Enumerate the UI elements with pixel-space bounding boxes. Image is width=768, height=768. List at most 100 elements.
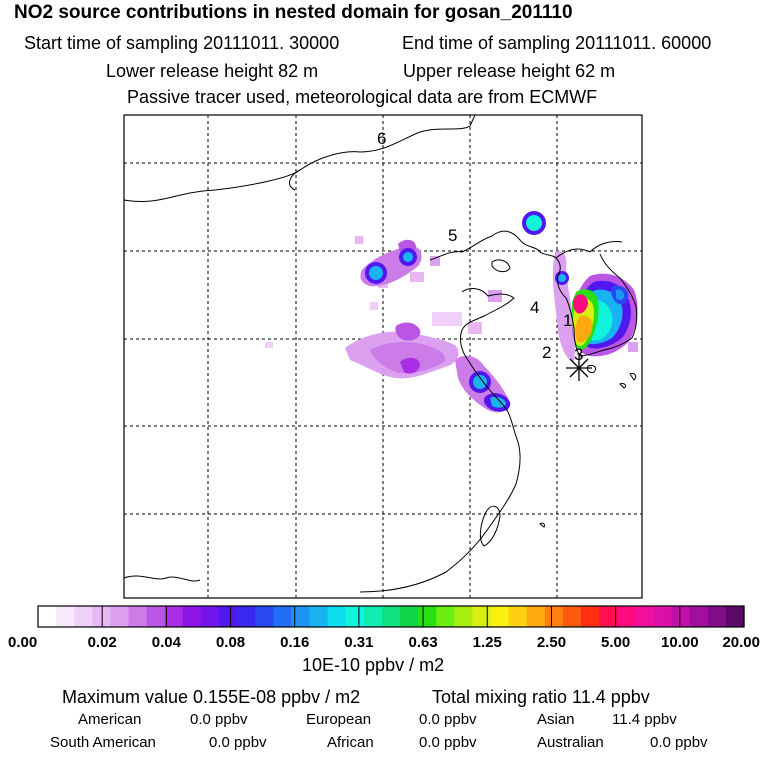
colorbar-unit: 10E-10 ppbv / m2: [302, 655, 445, 675]
colorbar-cell: [562, 606, 582, 627]
colorbar-cell: [707, 606, 727, 627]
region-labels: 6 5 4 1 2 3: [377, 129, 583, 364]
plume-spot: [488, 290, 502, 302]
colorbar-labels: 0.00 0.02 0.04 0.08 0.16 0.31 0.63 1.25 2.50 5.00…: [8, 634, 760, 651]
start-time-label: Start time of sampling 20111011. 30000: [24, 33, 340, 53]
colorbar-cell: [219, 606, 238, 627]
coast-south: [124, 575, 201, 582]
hotspot-5-core: [490, 396, 506, 408]
colorbar-cell: [599, 606, 618, 627]
colorbar-cell: [617, 606, 636, 627]
hotspot-6-core: [558, 274, 566, 282]
colorbar-cell: [273, 606, 293, 627]
colorbar-tick-label: 10.00: [661, 634, 699, 651]
colorbar-cell: [581, 606, 600, 627]
colorbar-tick-label: 1.25: [473, 634, 502, 651]
colorbar-tick-label: 0.02: [88, 634, 117, 651]
hotspot-4-core: [473, 375, 487, 389]
coast-east-china: [359, 329, 521, 593]
end-time-label: End time of sampling 20111011. 60000: [402, 33, 712, 53]
colorbar-ticks: [37, 606, 745, 627]
colorbar-tick-label: 5.00: [601, 634, 630, 651]
plume-spot: [265, 342, 273, 348]
total-mixing-ratio: Total mixing ratio 11.4 ppbv: [432, 687, 650, 707]
plume-spot: [355, 236, 363, 244]
colorbar-cell: [291, 606, 311, 627]
colorbar-cell: [164, 606, 184, 627]
plume-korea-orange: [575, 315, 593, 343]
page-title: NO2 source contributions in nested domai…: [14, 2, 573, 23]
hotspot-2-core: [369, 266, 383, 280]
region-label-3: 3: [574, 345, 583, 364]
colorbar-tick-label: 0.31: [344, 634, 373, 651]
receptor-marker: [566, 355, 592, 381]
hotspot-3-core: [403, 252, 413, 262]
colorbar-tick-label: 20.00: [722, 634, 760, 651]
coastlines: [124, 115, 638, 593]
lower-height-label: Lower release height 82 m: [106, 61, 319, 81]
colorbar-cell: [671, 606, 691, 627]
colorbar-cell: [182, 606, 202, 627]
coast-shandong: [461, 288, 515, 331]
colorbar-cell: [200, 606, 220, 627]
african-label: African: [327, 734, 374, 751]
region-label-4: 4: [530, 298, 539, 317]
colorbar-cell: [689, 606, 709, 627]
plume-central-core: [370, 342, 445, 374]
plume-korea-peak: [573, 294, 588, 314]
plume-korea-ne-core: [616, 289, 625, 301]
colorbar-cell: [472, 606, 492, 627]
colorbar-tick-label: 0.63: [408, 634, 437, 651]
colorbar-cell: [56, 606, 75, 627]
hotspot-1-core: [526, 215, 542, 231]
colorbar-cell: [400, 606, 419, 627]
colorbar-cell: [436, 606, 455, 627]
african-value: 0.0 ppbv: [419, 734, 477, 751]
colorbar-cell: [92, 606, 112, 627]
upper-height-label: Upper release height 62 m: [403, 61, 616, 81]
colorbar-cell: [309, 606, 329, 627]
coast-korea-north: [555, 248, 591, 259]
region-label-1: 1: [563, 311, 572, 330]
colorbar-tick-label: 2.50: [537, 634, 566, 651]
australian-label: Australian: [537, 734, 604, 751]
concentration-field: [265, 211, 638, 413]
plume-central-spot2: [400, 357, 420, 374]
colorbar-cell: [526, 606, 546, 627]
plume-central-spot: [395, 322, 421, 341]
european-value: 0.0 ppbv: [419, 711, 477, 728]
colorbar-cell: [635, 606, 655, 627]
european-label: European: [306, 711, 372, 728]
south-american-label: South American: [50, 734, 156, 751]
colorbar-cell: [490, 606, 510, 627]
colorbar-tick-label: 0.08: [216, 634, 245, 651]
colorbar-cell: [128, 606, 148, 627]
region-label-5: 5: [448, 226, 457, 245]
region-label-6: 6: [377, 129, 386, 148]
colorbar-cell: [508, 606, 528, 627]
american-value: 0.0 ppbv: [190, 711, 248, 728]
south-american-value: 0.0 ppbv: [209, 734, 267, 751]
asian-value: 11.4 ppbv: [612, 711, 677, 728]
colorbar-cell: [255, 606, 274, 627]
island-taiwan: [479, 505, 501, 547]
colorbar-cell: [725, 606, 745, 627]
colorbar-cell: [418, 606, 437, 627]
colorbar-tick-label: 0.00: [8, 634, 37, 651]
american-label: American: [78, 711, 142, 728]
maximum-value: Maximum value 0.155E-08 ppbv / m2: [62, 687, 361, 707]
border-segment: [289, 169, 301, 191]
plume-spot: [628, 342, 638, 352]
island-small: [539, 522, 545, 528]
colorbar-cell: [38, 606, 57, 627]
plume-spot: [370, 302, 378, 310]
island-small: [619, 383, 627, 389]
colorbar-cell: [363, 606, 383, 627]
coast-north-korea-east: [589, 241, 623, 253]
coast-liaodong: [491, 259, 511, 273]
map-frame: [123, 114, 643, 599]
australian-value: 0.0 ppbv: [650, 734, 708, 751]
colorbar-cell: [237, 606, 256, 627]
